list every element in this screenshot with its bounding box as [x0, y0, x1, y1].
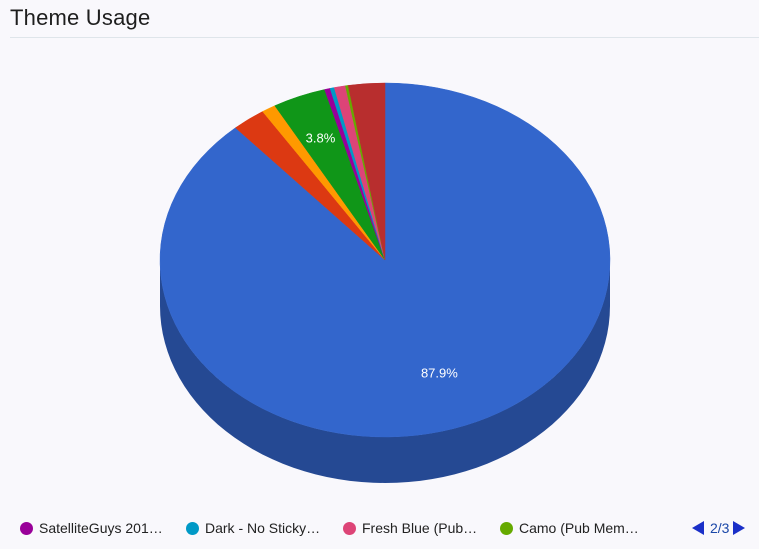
- pie-slice[interactable]: [347, 82, 386, 261]
- legend-item[interactable]: Camo (Pub Mem…: [500, 518, 639, 538]
- legend-label: Fresh Blue (Pub…: [362, 520, 478, 536]
- legend-swatch: [20, 521, 33, 535]
- pager-prev-icon[interactable]: [692, 521, 704, 535]
- legend-label: Dark - No Sticky…: [205, 520, 321, 536]
- chart-legend: SatelliteGuys 201… Dark - No Sticky… Fre…: [0, 516, 759, 540]
- pie-data-label: 87.9%: [421, 366, 458, 381]
- legend-item[interactable]: SatelliteGuys 201…: [20, 518, 163, 538]
- pie-slice-side: [160, 260, 610, 483]
- legend-swatch: [186, 521, 199, 535]
- pie-chart: 87.9% 3.8%: [159, 82, 611, 483]
- legend-label: Camo (Pub Mem…: [519, 520, 639, 536]
- legend-swatch: [343, 521, 356, 535]
- chart-title: Theme Usage: [10, 5, 151, 30]
- legend-pager: 2/3: [692, 518, 746, 538]
- legend-swatch: [500, 521, 513, 535]
- pager-next-icon[interactable]: [733, 521, 746, 535]
- chart-header: Theme Usage: [10, 0, 759, 38]
- pager-page-label: 2/3: [710, 520, 730, 536]
- legend-label: SatelliteGuys 201…: [39, 520, 163, 536]
- pie-data-label: 3.8%: [306, 130, 336, 145]
- legend-item[interactable]: Fresh Blue (Pub…: [343, 518, 477, 538]
- legend-item[interactable]: Dark - No Sticky…: [186, 518, 320, 538]
